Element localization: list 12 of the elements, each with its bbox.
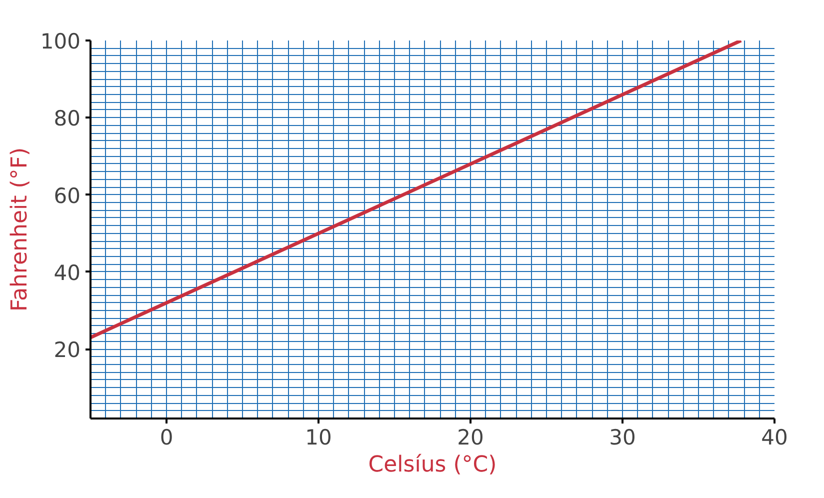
x-tick-label: 10 (305, 426, 332, 450)
y-axis-title: Fahrenheit (°F) (7, 147, 32, 312)
x-axis-title: Celsíus (°C) (368, 452, 497, 478)
y-tick-label: 40 (54, 260, 81, 285)
x-tick-label: 20 (457, 426, 484, 450)
x-tick-label: 30 (609, 426, 636, 450)
y-tick-label: 80 (54, 106, 81, 131)
y-tick-label: 60 (54, 184, 81, 208)
y-tick-label: 20 (54, 338, 81, 362)
y-tick-label: 100 (40, 30, 81, 54)
x-tick-label: 0 (160, 426, 174, 450)
x-tick-label: 40 (761, 426, 788, 450)
